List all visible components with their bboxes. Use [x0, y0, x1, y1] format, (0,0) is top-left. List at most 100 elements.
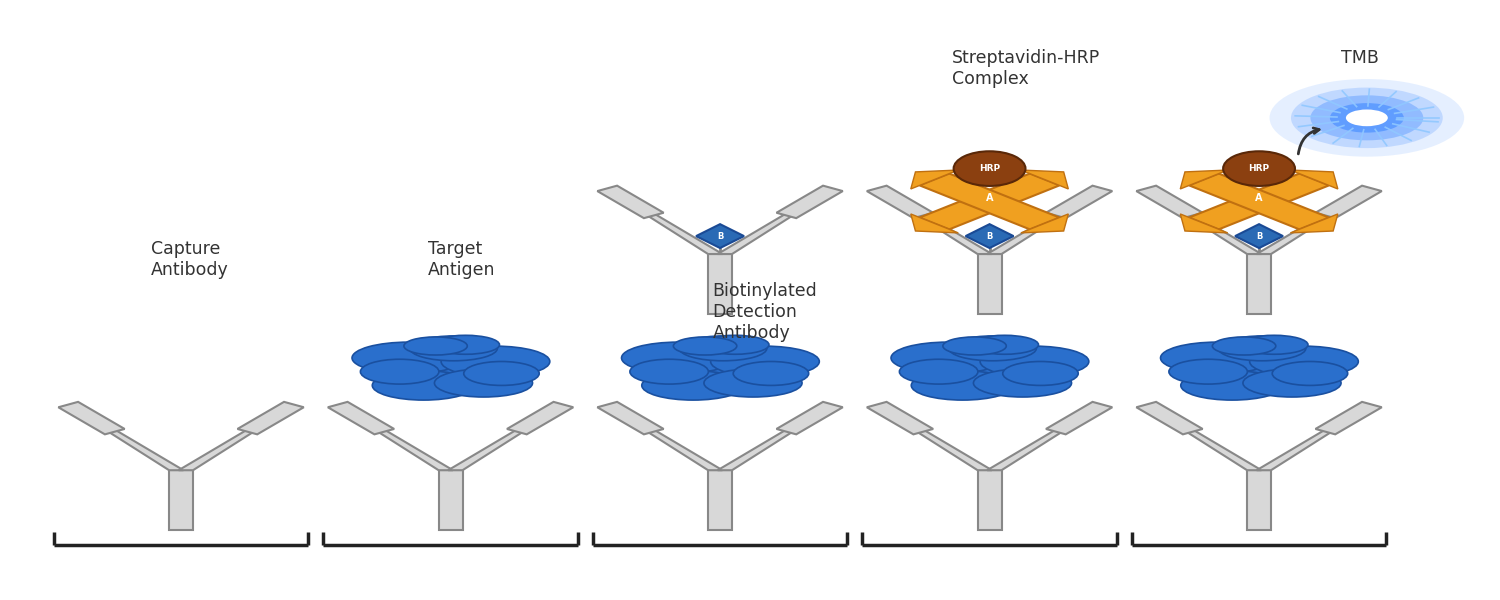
Text: Biotinylated
Detection
Antibody: Biotinylated Detection Antibody [712, 282, 818, 341]
Ellipse shape [435, 369, 532, 397]
Polygon shape [1257, 428, 1336, 470]
Ellipse shape [704, 369, 803, 397]
Ellipse shape [1222, 151, 1294, 186]
Ellipse shape [645, 346, 795, 391]
Ellipse shape [912, 371, 1014, 400]
Ellipse shape [642, 371, 744, 400]
Text: TMB: TMB [1341, 49, 1380, 67]
Ellipse shape [944, 337, 1006, 355]
Polygon shape [597, 185, 663, 218]
Ellipse shape [621, 342, 735, 374]
Polygon shape [1316, 185, 1382, 218]
Polygon shape [1046, 402, 1113, 434]
Polygon shape [777, 185, 843, 218]
Ellipse shape [700, 335, 770, 354]
Polygon shape [987, 428, 1068, 470]
Polygon shape [912, 212, 992, 254]
Polygon shape [1190, 173, 1329, 229]
Polygon shape [1022, 214, 1068, 233]
Ellipse shape [734, 361, 809, 385]
Ellipse shape [1292, 88, 1443, 148]
Text: B: B [717, 232, 723, 241]
Text: Streptavidin-HRP
Complex: Streptavidin-HRP Complex [952, 49, 1101, 88]
Polygon shape [58, 402, 124, 434]
Ellipse shape [352, 342, 465, 374]
Ellipse shape [410, 336, 498, 361]
Ellipse shape [1346, 109, 1388, 126]
Polygon shape [1022, 170, 1068, 189]
Ellipse shape [1168, 359, 1248, 384]
Ellipse shape [974, 369, 1071, 397]
Ellipse shape [891, 342, 1004, 374]
Ellipse shape [680, 336, 766, 361]
Text: HRP: HRP [980, 164, 1000, 173]
Polygon shape [717, 428, 798, 470]
Polygon shape [978, 470, 1002, 530]
Ellipse shape [360, 359, 440, 384]
Polygon shape [910, 170, 958, 189]
Ellipse shape [980, 346, 1089, 377]
Ellipse shape [1311, 95, 1424, 140]
Polygon shape [1137, 185, 1203, 218]
Polygon shape [1290, 214, 1338, 233]
Polygon shape [708, 470, 732, 530]
Ellipse shape [630, 359, 708, 384]
Polygon shape [1246, 254, 1270, 314]
Polygon shape [1234, 224, 1282, 248]
Ellipse shape [1002, 361, 1078, 385]
Polygon shape [920, 173, 1059, 229]
Polygon shape [1246, 470, 1270, 530]
Polygon shape [328, 402, 394, 434]
Polygon shape [1046, 185, 1113, 218]
Text: A: A [1256, 193, 1263, 203]
Ellipse shape [1272, 361, 1347, 385]
Ellipse shape [674, 337, 736, 355]
Ellipse shape [375, 346, 526, 391]
Polygon shape [1137, 402, 1203, 434]
Polygon shape [966, 224, 1014, 248]
Polygon shape [1180, 214, 1227, 233]
Polygon shape [1180, 428, 1262, 470]
Polygon shape [696, 224, 744, 248]
Polygon shape [642, 212, 723, 254]
Polygon shape [867, 402, 933, 434]
Polygon shape [178, 428, 260, 470]
Polygon shape [597, 402, 663, 434]
Ellipse shape [1184, 346, 1335, 391]
Ellipse shape [404, 337, 468, 355]
Polygon shape [867, 185, 933, 218]
Ellipse shape [441, 346, 550, 377]
Polygon shape [910, 214, 958, 233]
Ellipse shape [711, 346, 819, 377]
Polygon shape [104, 428, 183, 470]
Polygon shape [987, 212, 1068, 254]
Polygon shape [1180, 212, 1262, 254]
Polygon shape [912, 428, 992, 470]
Ellipse shape [432, 335, 500, 354]
Polygon shape [642, 428, 723, 470]
Ellipse shape [1269, 79, 1464, 157]
Ellipse shape [950, 336, 1036, 361]
Polygon shape [170, 470, 194, 530]
Text: Target
Antigen: Target Antigen [427, 240, 495, 279]
Polygon shape [920, 173, 1059, 229]
Ellipse shape [1250, 346, 1359, 377]
Ellipse shape [1161, 342, 1274, 374]
Ellipse shape [1180, 371, 1284, 400]
Polygon shape [717, 212, 798, 254]
Polygon shape [507, 402, 573, 434]
Polygon shape [1190, 173, 1329, 229]
Ellipse shape [1244, 369, 1341, 397]
Ellipse shape [372, 371, 476, 400]
Polygon shape [372, 428, 453, 470]
Polygon shape [438, 470, 462, 530]
Polygon shape [777, 402, 843, 434]
Polygon shape [1180, 170, 1227, 189]
Text: B: B [1256, 232, 1262, 241]
Ellipse shape [954, 151, 1026, 186]
Polygon shape [708, 254, 732, 314]
Text: HRP: HRP [1248, 164, 1269, 173]
Ellipse shape [914, 346, 1065, 391]
Polygon shape [1290, 170, 1338, 189]
Ellipse shape [464, 361, 538, 385]
